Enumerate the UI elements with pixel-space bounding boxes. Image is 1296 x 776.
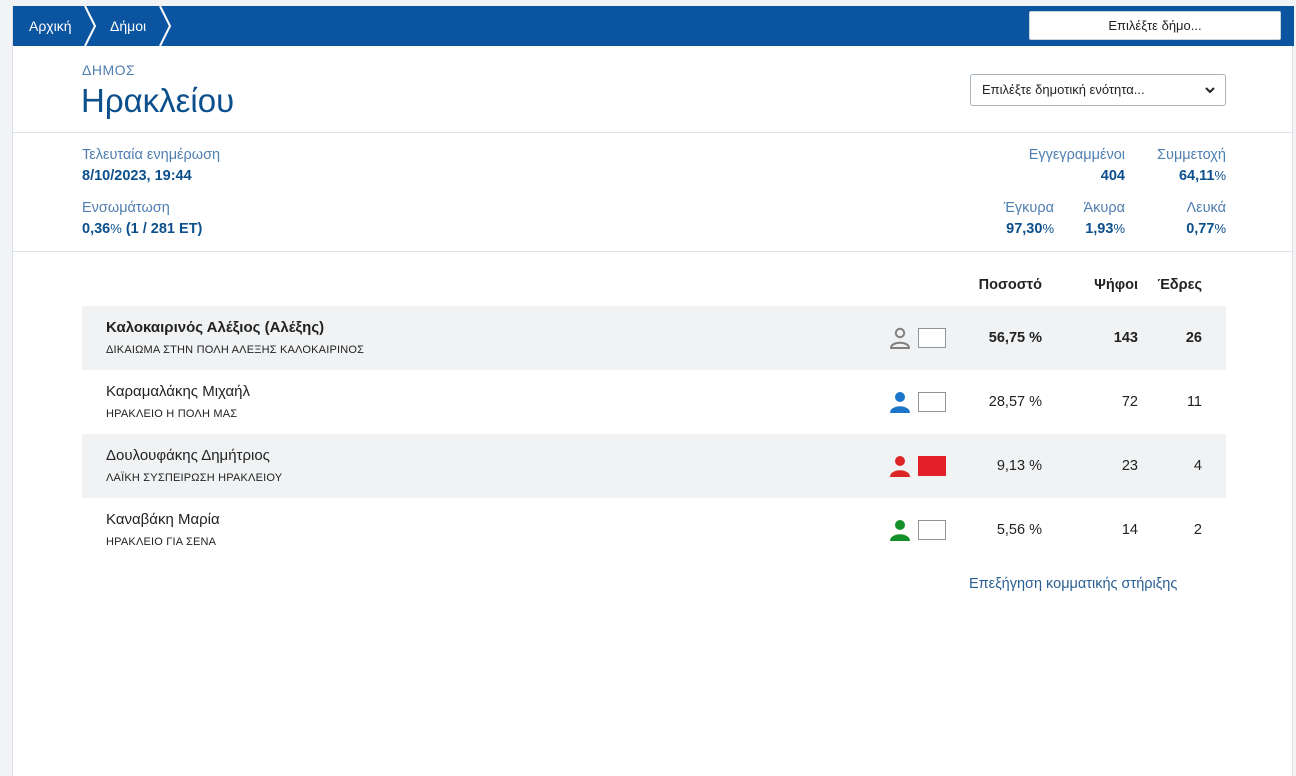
candidate-seats: 4 [1193, 458, 1202, 474]
turnout-label: Συμμετοχή [1157, 147, 1226, 163]
municipal-unit-select-value: Επιλέξτε δημοτική ενότητα... [982, 82, 1145, 97]
divider [13, 132, 1294, 133]
results-panel: Αρχική Δήμοι Επιλέξτε δήμο... ΔΗΜΟΣ Ηρακ… [12, 6, 1294, 776]
invalid-value: 1,93% [1085, 221, 1125, 237]
party-support-indicator [918, 328, 946, 348]
candidate-row[interactable]: Καραμαλάκης Μιχαήλ ΗΡΑΚΛΕΙΟ Η ΠΟΛΗ ΜΑΣ 2… [82, 370, 1226, 434]
candidate-votes: 72 [1121, 394, 1138, 410]
candidate-seats: 26 [1185, 330, 1202, 346]
integration-value: 0,36% (1 / 281 ΕΤ) [82, 221, 203, 237]
blank-value: 0,77% [1186, 221, 1226, 237]
candidate-row[interactable]: Καναβάκη Μαρία ΗΡΑΚΛΕΙΟ ΓΙΑ ΣΕΝΑ 5,56 % … [82, 498, 1226, 562]
candidate-party: ΔΙΚΑΙΩΜΑ ΣΤΗΝ ΠΟΛΗ ΑΛΕΞΗΣ ΚΑΛΟΚΑΙΡΙΝΟΣ [106, 344, 365, 356]
candidate-percent: 28,57 % [988, 394, 1042, 410]
candidate-row[interactable]: Καλοκαιρινός Αλέξιος (Αλέξης) ΔΙΚΑΙΩΜΑ Σ… [82, 306, 1226, 370]
candidate-party: ΛΑΪΚΗ ΣΥΣΠΕΙΡΩΣΗ ΗΡΑΚΛΕΙΟΥ [106, 472, 283, 484]
candidate-seats: 11 [1186, 394, 1202, 410]
person-outline-icon [889, 327, 911, 349]
integration-label: Ενσωμάτωση [82, 200, 170, 216]
breadcrumb-municipalities[interactable]: Δήμοι [110, 18, 147, 34]
candidate-name: Καναβάκη Μαρία [106, 511, 220, 528]
breadcrumb-home[interactable]: Αρχική [29, 18, 72, 34]
page-title: Ηρακλείου [81, 82, 235, 119]
top-navigation-bar: Αρχική Δήμοι Επιλέξτε δήμο... [13, 6, 1294, 46]
chevron-right-icon [84, 6, 97, 46]
party-support-indicator [918, 456, 946, 476]
candidate-name: Δουλουφάκης Δημήτριος [106, 447, 270, 464]
column-header-percent[interactable]: Ποσοστό [978, 277, 1042, 293]
candidate-seats: 2 [1193, 522, 1202, 538]
candidate-percent: 56,75 % [988, 330, 1042, 346]
chevron-right-icon [159, 6, 172, 46]
party-support-indicator [918, 392, 946, 412]
valid-label: Έγκυρα [1003, 200, 1054, 216]
candidate-percent: 5,56 % [996, 522, 1042, 538]
party-support-indicator [918, 520, 946, 540]
blank-label: Λευκά [1186, 200, 1226, 216]
registered-label: Εγγεγραμμένοι [1028, 147, 1125, 163]
registered-value: 404 [1100, 168, 1125, 184]
divider [13, 251, 1294, 252]
person-icon [890, 392, 910, 413]
person-icon [890, 520, 910, 541]
person-icon [890, 456, 910, 477]
candidate-name: Καραμαλάκης Μιχαήλ [106, 383, 251, 400]
valid-value: 97,30% [1006, 221, 1054, 237]
select-municipality-button[interactable]: Επιλέξτε δήμο... [1029, 11, 1281, 40]
party-support-explanation-link[interactable]: Επεξήγηση κομματικής στήριξης [969, 576, 1178, 592]
candidate-row[interactable]: Δουλουφάκης Δημήτριος ΛΑΪΚΗ ΣΥΣΠΕΙΡΩΣΗ Η… [82, 434, 1226, 498]
last-update-label: Τελευταία ενημέρωση [82, 147, 221, 163]
candidate-votes: 14 [1121, 522, 1138, 538]
municipality-type-label: ΔΗΜΟΣ [82, 62, 136, 78]
candidate-votes: 23 [1121, 458, 1138, 474]
municipal-unit-select[interactable]: Επιλέξτε δημοτική ενότητα... [970, 74, 1226, 106]
column-header-votes[interactable]: Ψήφοι [1094, 277, 1138, 293]
candidate-percent: 9,13 % [996, 458, 1042, 474]
chevron-down-icon [1205, 87, 1215, 94]
turnout-value: 64,11% [1178, 168, 1226, 184]
candidate-votes: 143 [1113, 330, 1138, 346]
candidate-party: ΗΡΑΚΛΕΙΟ Η ΠΟΛΗ ΜΑΣ [106, 408, 238, 420]
last-update-value: 8/10/2023, 19:44 [82, 168, 192, 184]
column-header-seats[interactable]: Έδρες [1157, 277, 1202, 293]
invalid-label: Άκυρα [1083, 200, 1126, 216]
candidate-party: ΗΡΑΚΛΕΙΟ ΓΙΑ ΣΕΝΑ [106, 536, 217, 548]
candidate-name: Καλοκαιρινός Αλέξιος (Αλέξης) [106, 319, 325, 336]
